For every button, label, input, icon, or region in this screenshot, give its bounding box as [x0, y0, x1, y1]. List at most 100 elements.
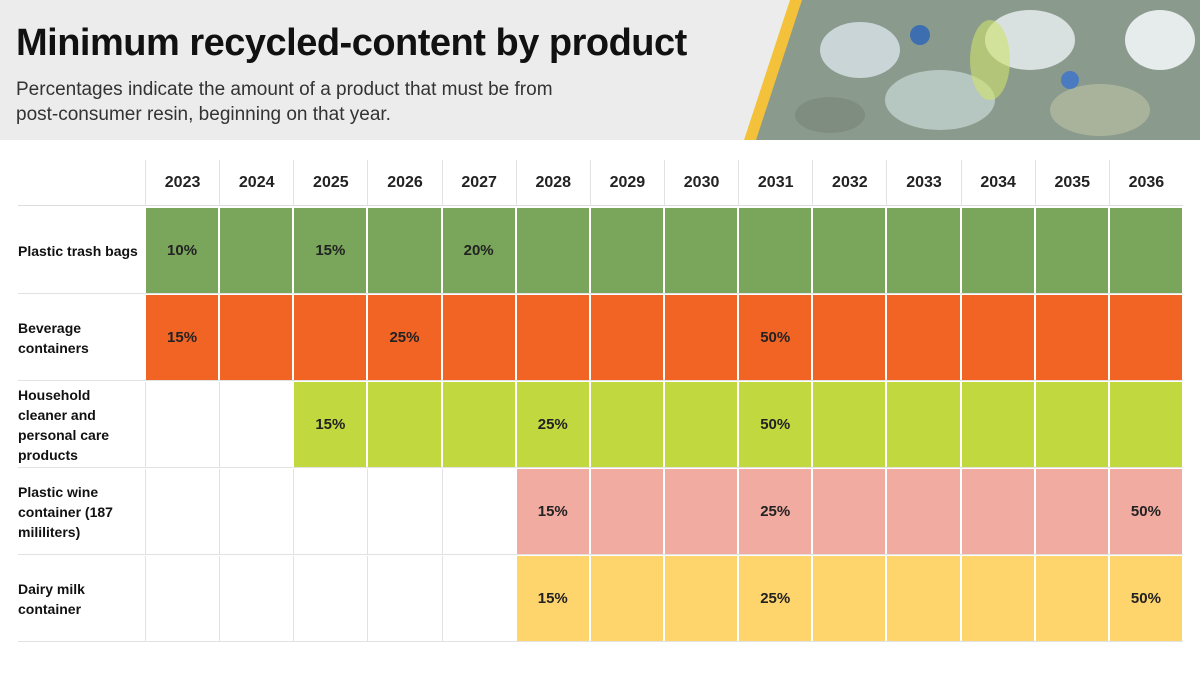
table-cell: 15%	[516, 556, 589, 641]
row-label: Household cleaner and personal care prod…	[18, 386, 110, 463]
empty-cell	[145, 382, 219, 467]
empty-cell	[293, 556, 367, 641]
column-header: 2034	[960, 160, 1035, 205]
table-cell	[665, 382, 738, 467]
table-cell	[368, 382, 441, 467]
row-label: Dairy milk container	[18, 580, 85, 617]
row-label: Beverage containers	[18, 319, 89, 356]
column-header: 2031	[738, 160, 812, 205]
table-cell: 25%	[739, 469, 812, 554]
table-cell	[1035, 556, 1108, 641]
table-cell	[590, 556, 663, 641]
table-cell	[590, 382, 663, 467]
table-cell	[887, 469, 960, 554]
table-cell	[813, 208, 886, 293]
row-rule	[18, 554, 1183, 555]
table-cell	[665, 208, 738, 293]
table-cell	[961, 208, 1034, 293]
table-cell: 25%	[368, 295, 441, 380]
table-cell	[961, 469, 1034, 554]
table-cell	[739, 208, 812, 293]
table-cell	[665, 556, 738, 641]
column-header: 2029	[589, 160, 664, 205]
table-cell: 15%	[294, 382, 367, 467]
table-cell	[887, 208, 960, 293]
empty-cell	[219, 556, 293, 641]
header-rule	[18, 205, 1183, 206]
table-cell	[590, 208, 663, 293]
table-cell	[1035, 469, 1108, 554]
table-cell	[665, 469, 738, 554]
column-header: 2024	[219, 160, 293, 205]
table-cell: 50%	[1109, 556, 1182, 641]
row-rule	[18, 641, 1183, 642]
empty-cell	[219, 469, 293, 554]
empty-cell	[367, 556, 441, 641]
column-header: 2027	[441, 160, 516, 205]
table-cell: 15%	[146, 295, 219, 380]
table-cell	[516, 295, 589, 380]
row-rule	[18, 380, 1183, 381]
table-cell	[442, 295, 515, 380]
empty-cell	[441, 556, 516, 641]
row-rule	[18, 293, 1183, 294]
table-cell: 50%	[739, 295, 812, 380]
table-cell	[813, 469, 886, 554]
table-cell	[590, 469, 663, 554]
table-cell: 15%	[294, 208, 367, 293]
column-header: 2032	[812, 160, 886, 205]
column-header: 2036	[1108, 160, 1183, 205]
row-label: Plastic wine container (187 mililiters)	[18, 483, 113, 540]
table-cell	[220, 208, 293, 293]
table-cell	[813, 382, 886, 467]
table-cell	[1109, 295, 1182, 380]
table-cell	[1035, 295, 1108, 380]
table-cell	[813, 295, 886, 380]
table-cell: 50%	[739, 382, 812, 467]
empty-cell	[145, 469, 219, 554]
row-rule	[18, 467, 1183, 468]
column-header: 2025	[293, 160, 367, 205]
table-cell	[516, 208, 589, 293]
column-header: 2026	[367, 160, 441, 205]
table-cell: 25%	[739, 556, 812, 641]
table-cell	[961, 295, 1034, 380]
column-header: 2033	[886, 160, 960, 205]
table-cell	[1035, 208, 1108, 293]
empty-cell	[441, 469, 516, 554]
table-cell	[220, 295, 293, 380]
table-cell: 10%	[146, 208, 219, 293]
title: Minimum recycled-content by product	[16, 22, 687, 64]
empty-cell	[293, 469, 367, 554]
column-header: 2023	[145, 160, 219, 205]
column-header: 2035	[1034, 160, 1109, 205]
table-cell	[665, 295, 738, 380]
table-cell	[1109, 382, 1182, 467]
table-cell	[1035, 382, 1108, 467]
table-cell	[1109, 208, 1182, 293]
table-cell: 15%	[516, 469, 589, 554]
column-header: 2030	[664, 160, 738, 205]
table-cell	[961, 382, 1034, 467]
table-cell: 25%	[516, 382, 589, 467]
table-cell	[368, 208, 441, 293]
table-cell	[442, 382, 515, 467]
table-cell	[961, 556, 1034, 641]
photo	[744, 0, 1200, 140]
table-cell	[590, 295, 663, 380]
subtitle: Percentages indicate the amount of a pro…	[16, 79, 553, 125]
table-cell	[887, 556, 960, 641]
empty-cell	[367, 469, 441, 554]
table-cell: 50%	[1109, 469, 1182, 554]
table-cell: 20%	[442, 208, 515, 293]
table-cell	[813, 556, 886, 641]
table-cell	[887, 295, 960, 380]
empty-cell	[219, 382, 293, 467]
table-cell	[294, 295, 367, 380]
table-cell	[887, 382, 960, 467]
column-header: 2028	[515, 160, 590, 205]
empty-cell	[145, 556, 219, 641]
row-label: Plastic trash bags	[18, 242, 138, 259]
